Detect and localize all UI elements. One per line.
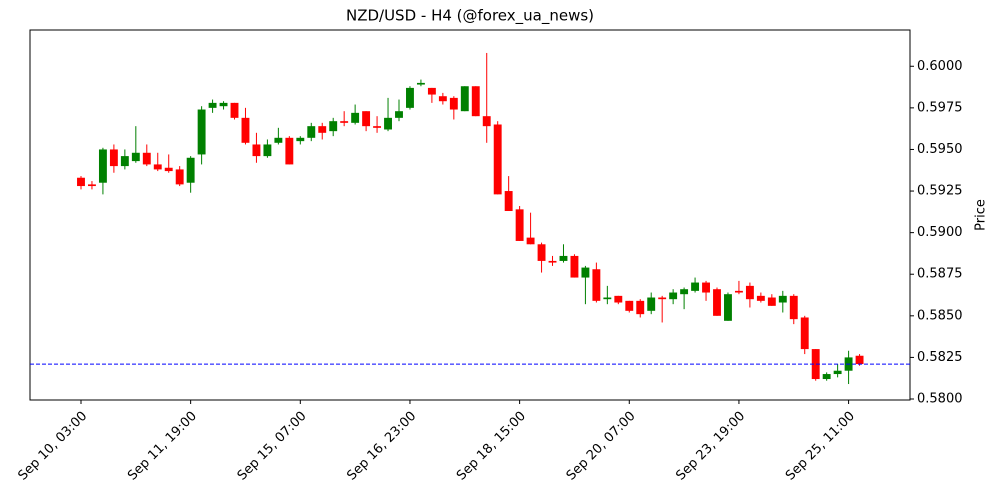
- candle-body: [208, 102, 217, 108]
- candle-body: [449, 97, 458, 110]
- candle-body: [131, 152, 140, 162]
- candle-body: [427, 87, 436, 95]
- y-tick-label: 0.5800: [917, 392, 963, 407]
- candle-body: [756, 295, 765, 301]
- x-tick-label: Sep 25, 11:00: [783, 409, 858, 484]
- candle-body: [570, 255, 579, 278]
- candle-body: [734, 290, 743, 293]
- x-tick-label: Sep 18, 15:00: [454, 409, 529, 484]
- candle-body: [581, 267, 590, 278]
- y-tick-label: 0.5850: [917, 308, 963, 323]
- candle-body: [767, 297, 776, 306]
- candle-body: [197, 109, 206, 155]
- candle-body: [395, 111, 403, 118]
- y-tick-label: 0.5950: [917, 142, 963, 157]
- candle-body: [822, 374, 831, 380]
- candle-body: [713, 289, 721, 316]
- y-tick-label: 0.6000: [917, 59, 963, 74]
- candle-body: [329, 121, 338, 132]
- candle-body: [691, 282, 700, 291]
- candle-body: [548, 260, 557, 263]
- candle-body: [778, 295, 787, 303]
- candle-body: [296, 137, 305, 142]
- candle-body: [175, 169, 184, 185]
- candle-body: [493, 124, 502, 195]
- candle-body: [504, 191, 513, 212]
- x-tick-label: Sep 20, 07:00: [564, 409, 639, 484]
- x-tick-label: Sep 23, 19:00: [673, 409, 748, 484]
- plot-frame: [29, 29, 911, 401]
- candle-body: [285, 137, 294, 165]
- candle-body: [318, 126, 327, 133]
- candle-body: [373, 126, 382, 128]
- candle-body: [614, 295, 623, 303]
- candle-body: [263, 144, 272, 157]
- candle-body: [658, 297, 667, 300]
- x-tick-label: Sep 16, 23:00: [344, 409, 419, 484]
- candle-body: [800, 317, 809, 350]
- candle-body: [789, 295, 798, 320]
- candle-body: [515, 209, 524, 241]
- candle-body: [669, 292, 678, 300]
- candle-body: [340, 121, 349, 123]
- candle-body: [164, 167, 173, 172]
- candle-body: [460, 86, 469, 112]
- candle-body: [855, 355, 864, 365]
- candle-body: [88, 184, 96, 187]
- candle-body: [636, 300, 645, 315]
- candle-body: [680, 289, 689, 295]
- candle-body: [559, 255, 568, 261]
- y-axis-label: Price: [974, 199, 989, 231]
- candle-body: [603, 297, 612, 300]
- candle-body: [307, 126, 316, 138]
- y-tick-label: 0.5925: [917, 184, 963, 199]
- x-tick-label: Sep 11, 19:00: [125, 409, 200, 484]
- candle-body: [274, 137, 283, 143]
- y-tick-label: 0.5975: [917, 100, 963, 115]
- candle-body: [142, 152, 151, 165]
- candle-body: [406, 87, 414, 108]
- candle-body: [833, 370, 842, 375]
- candle-body: [153, 164, 162, 170]
- y-tick-label: 0.5825: [917, 350, 963, 365]
- y-tick-label: 0.5875: [917, 267, 963, 282]
- candle-body: [416, 82, 425, 85]
- candle-body: [482, 116, 491, 127]
- candle-body: [526, 237, 535, 245]
- candle-body: [384, 117, 392, 130]
- candle-body: [109, 149, 118, 167]
- candle-body: [241, 117, 250, 143]
- chart-title: NZD/USD - H4 (@forex_ua_news): [346, 7, 594, 26]
- candle-body: [745, 285, 754, 300]
- candle-body: [647, 297, 656, 311]
- candle-body: [592, 269, 601, 301]
- candle-body: [811, 349, 820, 380]
- x-tick-label: Sep 10, 03:00: [15, 409, 90, 484]
- candle-body: [724, 294, 732, 321]
- candle-body: [77, 177, 85, 187]
- candle-body: [537, 244, 546, 261]
- y-tick-label: 0.5900: [917, 225, 963, 240]
- candle-body: [702, 282, 710, 293]
- candle-body: [186, 157, 195, 183]
- candle-body: [351, 112, 360, 123]
- candle-body: [362, 111, 371, 127]
- candle-body: [438, 96, 447, 102]
- x-tick-label: Sep 15, 07:00: [235, 409, 310, 484]
- candle-body: [252, 144, 261, 157]
- candle-body: [471, 86, 480, 117]
- candle-body: [230, 102, 239, 118]
- candle-body: [219, 102, 228, 107]
- candle-body: [98, 149, 107, 183]
- candle-body: [625, 300, 634, 311]
- candle-body: [120, 156, 129, 167]
